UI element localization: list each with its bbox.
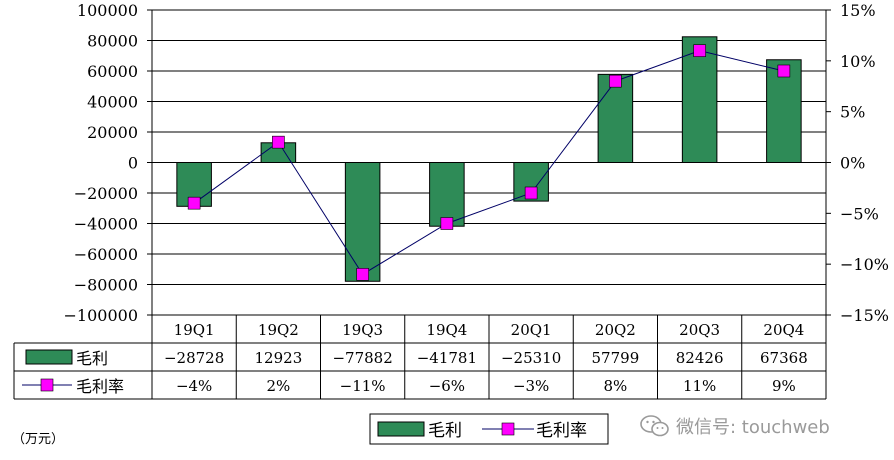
y-left-tick-label: 40000 bbox=[87, 93, 138, 112]
y-left-tick-label: 80000 bbox=[87, 32, 138, 51]
category-label: 19Q3 bbox=[342, 321, 383, 339]
y-right-tick-label: 10% bbox=[840, 52, 876, 71]
y-left-tick-label: 20000 bbox=[87, 123, 138, 142]
axes: −100000 −80000 −60000 −40000 −20000 0 20000 400… bbox=[64, 1, 889, 325]
legend: 毛利 毛利率 bbox=[369, 413, 609, 445]
line-marker bbox=[609, 74, 622, 88]
category-label: 19Q1 bbox=[174, 321, 215, 339]
row-label: 毛利率 bbox=[76, 377, 124, 396]
row-key-marker bbox=[40, 378, 54, 392]
data-table: 19Q1 19Q2 19Q3 19Q4 20Q1 20Q2 20Q3 20Q4 −28728 12… bbox=[13, 315, 827, 400]
category-label: 20Q3 bbox=[679, 321, 720, 339]
line-series bbox=[187, 44, 791, 281]
y-left-tick-label: 60000 bbox=[87, 62, 138, 81]
data-label: −6% bbox=[429, 377, 465, 395]
data-label: 82426 bbox=[676, 349, 724, 367]
data-label: −25310 bbox=[501, 349, 561, 367]
y-right-tick-label: −5% bbox=[840, 204, 879, 223]
data-label: −4% bbox=[176, 377, 212, 395]
grid-lines bbox=[152, 9, 826, 316]
data-label: −77882 bbox=[332, 349, 392, 367]
data-label: 11% bbox=[683, 377, 716, 395]
y-right-tick-label: −10% bbox=[840, 255, 889, 274]
data-label: 12923 bbox=[255, 349, 303, 367]
legend-label: 毛利率 bbox=[536, 421, 587, 441]
data-label: 57799 bbox=[592, 349, 640, 367]
data-label: 9% bbox=[772, 377, 796, 395]
data-label: 2% bbox=[266, 377, 290, 395]
data-label: 8% bbox=[603, 377, 627, 395]
category-label: 20Q2 bbox=[595, 321, 636, 339]
legend-key-marker bbox=[501, 422, 515, 436]
bar bbox=[429, 162, 465, 227]
bar bbox=[597, 73, 634, 163]
line-marker bbox=[187, 196, 201, 210]
legend-key-bar bbox=[377, 421, 425, 437]
y-right-tick-label: 5% bbox=[840, 103, 865, 122]
data-label: −3% bbox=[513, 377, 549, 395]
data-label: −41781 bbox=[417, 349, 477, 367]
watermark-text: 微信号: touchweb bbox=[676, 417, 830, 438]
unit-label: （万元） bbox=[12, 432, 65, 447]
y-left-tick-label: 0 bbox=[128, 154, 138, 173]
y-left-tick-label: 100000 bbox=[77, 1, 138, 20]
line-marker bbox=[356, 268, 369, 281]
y-right-tick-label: 15% bbox=[840, 1, 876, 20]
category-label: 20Q1 bbox=[511, 321, 552, 339]
category-label: 19Q4 bbox=[426, 321, 467, 339]
bar bbox=[681, 36, 718, 164]
line-marker bbox=[272, 135, 285, 149]
data-label: −11% bbox=[340, 377, 386, 395]
y-right-tick-label: 0% bbox=[840, 154, 865, 173]
y-left-tick-label: −80000 bbox=[74, 276, 138, 295]
y-left-tick-label: −100000 bbox=[64, 306, 138, 325]
row-label: 毛利 bbox=[76, 349, 108, 368]
legend-label: 毛利 bbox=[428, 421, 462, 441]
y-left-tick-label: −40000 bbox=[74, 215, 138, 234]
row-key-bar bbox=[25, 349, 73, 365]
line-marker bbox=[440, 217, 454, 230]
data-label: 67368 bbox=[760, 349, 808, 367]
y-right-tick-label: −15% bbox=[840, 306, 889, 325]
category-label: 19Q2 bbox=[258, 321, 299, 339]
line-marker bbox=[693, 44, 706, 57]
wechat-icon bbox=[640, 415, 669, 437]
bar bbox=[344, 162, 381, 282]
line-path bbox=[193, 50, 784, 276]
category-label: 20Q4 bbox=[763, 321, 804, 339]
y-left-tick-label: −20000 bbox=[74, 184, 138, 203]
bar-series bbox=[176, 36, 802, 282]
watermark: 微信号: touchweb bbox=[640, 413, 830, 439]
y-left-tick-label: −60000 bbox=[74, 245, 138, 264]
data-label: −28728 bbox=[164, 349, 224, 367]
line-marker bbox=[777, 64, 791, 78]
line-marker bbox=[524, 186, 538, 200]
